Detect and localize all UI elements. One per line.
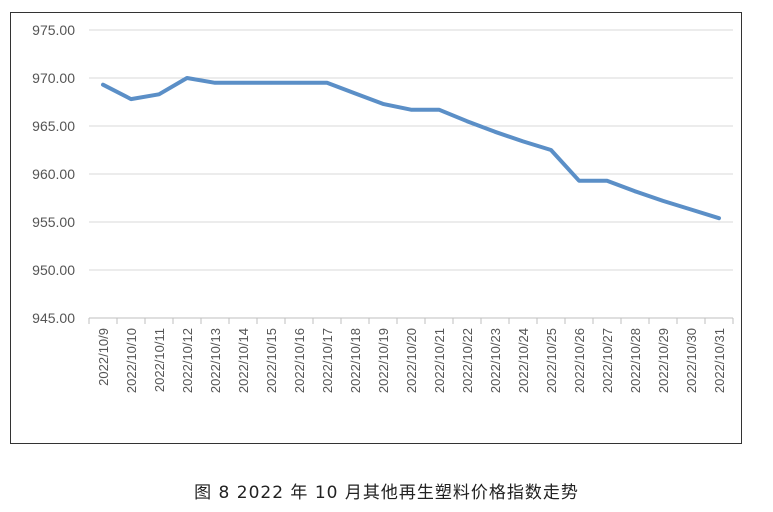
- x-tick-label: 2022/10/21: [432, 328, 447, 393]
- x-tick-label: 2022/10/25: [544, 328, 559, 393]
- data-point: [605, 179, 609, 183]
- data-point: [353, 91, 357, 95]
- x-tick-label: 2022/10/10: [124, 328, 139, 393]
- x-tick-label: 2022/10/24: [516, 328, 531, 393]
- x-tick-label: 2022/10/22: [460, 328, 475, 393]
- data-point: [465, 119, 469, 123]
- data-point: [437, 108, 441, 112]
- x-tick-label: 2022/10/20: [404, 328, 419, 393]
- x-tick-label: 2022/10/23: [488, 328, 503, 393]
- x-tick-label: 2022/10/18: [348, 328, 363, 393]
- data-point: [549, 148, 553, 152]
- data-point: [157, 92, 161, 96]
- chart-frame: 945.00 950.00 955.00 960.00 965.00 970.00 975.…: [10, 12, 742, 444]
- data-point: [129, 97, 133, 101]
- x-tick-label: 2022/10/28: [628, 328, 643, 393]
- series-lines: [101, 76, 721, 221]
- x-tick-label: 2022/10/27: [600, 328, 615, 393]
- data-point: [269, 81, 273, 85]
- x-tick-label: 2022/10/17: [320, 328, 335, 393]
- x-tick-label: 2022/10/30: [684, 328, 699, 393]
- data-point: [521, 139, 525, 143]
- x-tick-label: 2022/10/16: [292, 328, 307, 393]
- y-tick-label: 960.00: [32, 166, 75, 182]
- data-point: [241, 81, 245, 85]
- data-point: [577, 179, 581, 183]
- x-tick-label: 2022/10/11: [152, 328, 167, 392]
- line-chart: 945.00 950.00 955.00 960.00 965.00 970.00 975.…: [32, 22, 734, 393]
- figure-caption: 图 8 2022 年 10 月其他再生塑料价格指数走势: [194, 483, 579, 503]
- y-tick-label: 975.00: [32, 22, 75, 38]
- gridlines: [89, 29, 733, 319]
- x-tick-label: 2022/10/13: [208, 328, 223, 393]
- data-point: [185, 76, 189, 80]
- data-point: [325, 81, 329, 85]
- y-tick-label: 950.00: [32, 262, 75, 278]
- data-point: [633, 189, 637, 193]
- x-tick-labels: 2022/10/9 2022/10/10 2022/10/11 2022/10/12 2…: [96, 328, 727, 393]
- x-tick-label: 2022/10/26: [572, 328, 587, 393]
- data-point: [689, 208, 693, 212]
- data-point: [409, 108, 413, 112]
- x-tick-label: 2022/10/31: [712, 328, 727, 393]
- data-point: [661, 199, 665, 203]
- y-tick-labels: 945.00 950.00 955.00 960.00 965.00 970.00 975.…: [32, 22, 75, 326]
- x-tick-label: 2022/10/14: [236, 328, 251, 393]
- series-line: [101, 76, 721, 221]
- data-point: [297, 81, 301, 85]
- data-point: [717, 216, 721, 220]
- y-tick-label: 945.00: [32, 310, 75, 326]
- data-point: [381, 102, 385, 106]
- x-tick-label: 2022/10/15: [264, 328, 279, 393]
- x-tick-label: 2022/10/9: [96, 328, 111, 386]
- data-point: [101, 83, 105, 87]
- y-tick-label: 965.00: [32, 118, 75, 134]
- data-point: [493, 130, 497, 134]
- x-axis: [88, 317, 734, 324]
- y-tick-label: 955.00: [32, 214, 75, 230]
- x-tick-label: 2022/10/19: [376, 328, 391, 393]
- y-tick-label: 970.00: [32, 70, 75, 86]
- x-tick-label: 2022/10/29: [656, 328, 671, 393]
- x-tick-label: 2022/10/12: [180, 328, 195, 393]
- data-point: [213, 81, 217, 85]
